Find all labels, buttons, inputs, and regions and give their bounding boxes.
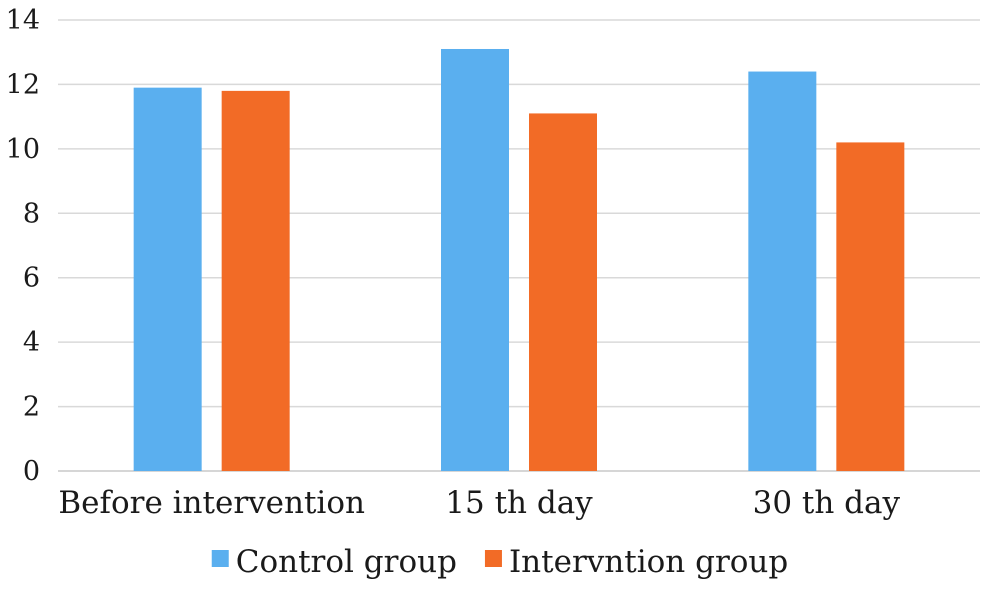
bar-intervntion-group: [221, 90, 290, 471]
bar-control-group: [441, 48, 509, 471]
y-tick-label: 2: [23, 392, 40, 423]
y-tick-label: 8: [23, 198, 40, 229]
bar-intervntion-group: [529, 113, 597, 472]
y-tick-label: 0: [23, 456, 40, 487]
bar-control-group: [133, 87, 202, 472]
gridlines: [58, 19, 980, 472]
legend-swatch: [484, 550, 502, 567]
y-tick-label: 12: [6, 69, 40, 100]
x-tick-label: Before intervention: [58, 485, 365, 521]
bar-intervntion-group: [836, 142, 905, 471]
x-axis-ticks: Before intervention 15 th day 30 th day: [58, 485, 900, 521]
y-tick-label: 10: [6, 134, 40, 165]
y-tick-label: 14: [6, 5, 40, 36]
legend-swatch: [211, 550, 229, 567]
bars: [133, 48, 905, 472]
x-tick-label: 15 th day: [445, 485, 593, 521]
legend-label: Control group: [236, 544, 457, 580]
x-tick-label: 30 th day: [753, 485, 901, 521]
bar-control-group: [748, 71, 817, 472]
legend-item: Control group: [211, 544, 457, 580]
legend-label: Intervntion group: [509, 544, 788, 580]
legend-item: Intervntion group: [484, 544, 788, 580]
y-axis-ticks: 0 2 4 6 8 10 12 14: [6, 5, 40, 487]
y-tick-label: 6: [23, 263, 40, 294]
legend: Control group Intervntion group: [211, 544, 788, 580]
y-tick-label: 4: [23, 327, 40, 358]
